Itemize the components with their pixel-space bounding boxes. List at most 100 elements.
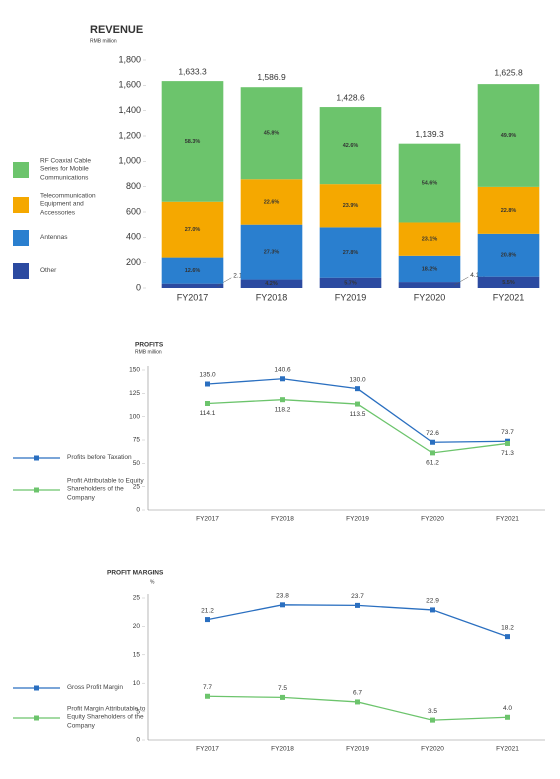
legend-label: Other xyxy=(40,266,57,274)
line xyxy=(207,399,508,454)
legend-label: Gross Profit Margin xyxy=(67,683,123,691)
legend-marker xyxy=(34,455,39,461)
bar-segment xyxy=(477,233,540,277)
x-tick-label: FY2017 xyxy=(196,746,219,753)
x-tick-label: FY2017 xyxy=(196,516,219,523)
y-tick-label: 1,600 xyxy=(118,80,141,90)
segment-label: 22.8% xyxy=(501,208,517,214)
chart-title: PROFITS xyxy=(135,342,164,349)
marker xyxy=(430,450,435,456)
y-tick-label: 1,800 xyxy=(118,54,141,64)
total-label: 1,586.9 xyxy=(257,72,286,82)
y-tick-label: 200 xyxy=(126,257,141,267)
marker xyxy=(505,714,510,720)
segment-label: 5.7% xyxy=(344,280,357,286)
marker xyxy=(205,381,210,387)
bar-segment xyxy=(240,179,303,225)
segment-label: 20.8% xyxy=(501,253,517,259)
chart-title: REVENUE xyxy=(90,24,143,36)
data-label: 6.7 xyxy=(353,690,362,697)
y-tick-label: 50 xyxy=(133,460,141,467)
leader-line xyxy=(454,276,469,286)
marker xyxy=(205,401,210,407)
bar-segment xyxy=(319,107,382,185)
data-label: 61.2 xyxy=(426,460,439,467)
segment-label: 12.6% xyxy=(185,268,201,274)
legend-marker xyxy=(34,685,39,691)
bar-segment xyxy=(319,227,382,278)
data-label: 118.2 xyxy=(275,406,291,413)
data-label: 140.6 xyxy=(274,366,291,373)
chart-subtitle: RMB million xyxy=(90,38,117,44)
bar-segment xyxy=(161,283,224,288)
bar-segment xyxy=(398,143,461,223)
bar-segment xyxy=(240,87,303,180)
legend-label: Profit Margin Attributable to Equity Sha… xyxy=(67,705,146,730)
data-label: 23.8 xyxy=(276,593,289,600)
chart-subtitle: % xyxy=(150,579,155,585)
data-label: 4.0 xyxy=(503,705,512,712)
y-tick-label: 800 xyxy=(126,181,141,191)
y-tick-label: 0 xyxy=(136,507,140,514)
legend-label: RF Coaxial Cable Series for Mobile Commu… xyxy=(40,157,91,182)
marker xyxy=(430,717,435,723)
x-tick-label: FY2020 xyxy=(421,746,444,753)
segment-label: 42.6% xyxy=(343,143,359,149)
segment-label: 49.9% xyxy=(501,133,517,139)
bar-segment xyxy=(319,277,382,288)
bar-segment xyxy=(161,201,224,258)
bar-segment xyxy=(477,276,540,288)
marker xyxy=(430,439,435,445)
legend-swatch xyxy=(13,197,29,213)
data-label: 3.5 xyxy=(428,708,437,715)
bar-segment xyxy=(319,184,382,228)
legend-swatch xyxy=(13,263,29,279)
data-label: 71.3 xyxy=(501,450,514,457)
legend-marker xyxy=(34,715,39,721)
x-tick-label: FY2017 xyxy=(177,292,209,302)
data-label: 21.2 xyxy=(201,607,214,614)
segment-label: 22.6% xyxy=(264,199,280,205)
marker xyxy=(355,401,360,407)
x-tick-label: FY2019 xyxy=(335,292,367,302)
y-tick-label: 600 xyxy=(126,206,141,216)
total-label: 1,139.3 xyxy=(415,129,444,139)
bar-segment xyxy=(240,224,303,280)
total-label: 1,633.3 xyxy=(178,66,207,76)
segment-label: 27.0% xyxy=(185,227,201,233)
y-tick-label: 1,200 xyxy=(118,130,141,140)
x-tick-label: FY2018 xyxy=(271,746,294,753)
legend-marker xyxy=(34,487,39,493)
x-tick-label: FY2020 xyxy=(414,292,446,302)
x-tick-label: FY2021 xyxy=(493,292,525,302)
y-tick-label: 150 xyxy=(129,367,140,374)
segment-label: 45.8% xyxy=(264,131,280,137)
bar-segment xyxy=(161,81,224,202)
marker xyxy=(280,602,285,608)
legend-label: Antennas xyxy=(40,233,68,241)
x-tick-label: FY2021 xyxy=(496,516,519,523)
data-label: 114.1 xyxy=(200,410,216,417)
y-tick-label: 25 xyxy=(133,483,141,490)
segment-label: 58.3% xyxy=(185,139,201,145)
y-tick-label: 10 xyxy=(133,680,141,687)
y-tick-label: 0 xyxy=(136,737,140,744)
marker xyxy=(355,386,360,392)
data-label: 22.9 xyxy=(426,598,439,605)
bar-segment xyxy=(477,84,540,187)
x-tick-label: FY2021 xyxy=(496,746,519,753)
bar-segment xyxy=(398,282,461,288)
chart-title: PROFIT MARGINS xyxy=(107,570,164,577)
y-tick-label: 75 xyxy=(133,437,141,444)
y-tick-label: 100 xyxy=(129,413,140,420)
x-tick-label: FY2018 xyxy=(256,292,288,302)
data-label: 135.0 xyxy=(199,372,216,379)
data-label: 72.6 xyxy=(426,430,439,437)
legend-swatch xyxy=(13,162,29,178)
y-tick-label: 5 xyxy=(136,708,140,715)
data-label: 7.7 xyxy=(203,684,212,691)
segment-label: 54.6% xyxy=(422,181,438,187)
x-tick-label: FY2019 xyxy=(346,746,369,753)
segment-label: 4.2% xyxy=(265,281,278,287)
